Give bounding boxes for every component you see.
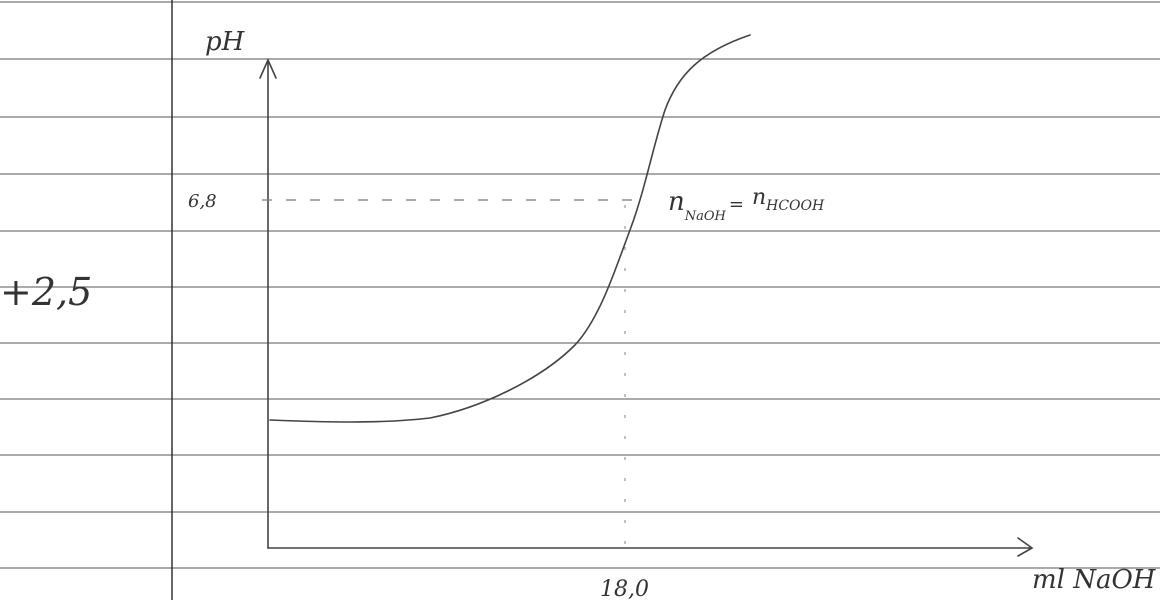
x-axis-label: ml NaOH (1032, 565, 1157, 595)
notebook-page: pH ml NaOH 6,8 18,0 +2,5 nNaOH=nHCOOH (0, 0, 1160, 600)
equals: = (729, 194, 744, 215)
n-symbol: n (752, 185, 766, 210)
n-symbol: n (668, 187, 685, 217)
equivalence-volume: 18,0 (600, 577, 649, 600)
subscript: HCOOH (765, 198, 825, 214)
y-axis-label: pH (205, 27, 246, 57)
subscript: NaOH (684, 209, 727, 224)
equivalence-ph: 6,8 (188, 191, 217, 212)
margin-note: +2,5 (0, 270, 92, 314)
paper (0, 0, 1160, 600)
